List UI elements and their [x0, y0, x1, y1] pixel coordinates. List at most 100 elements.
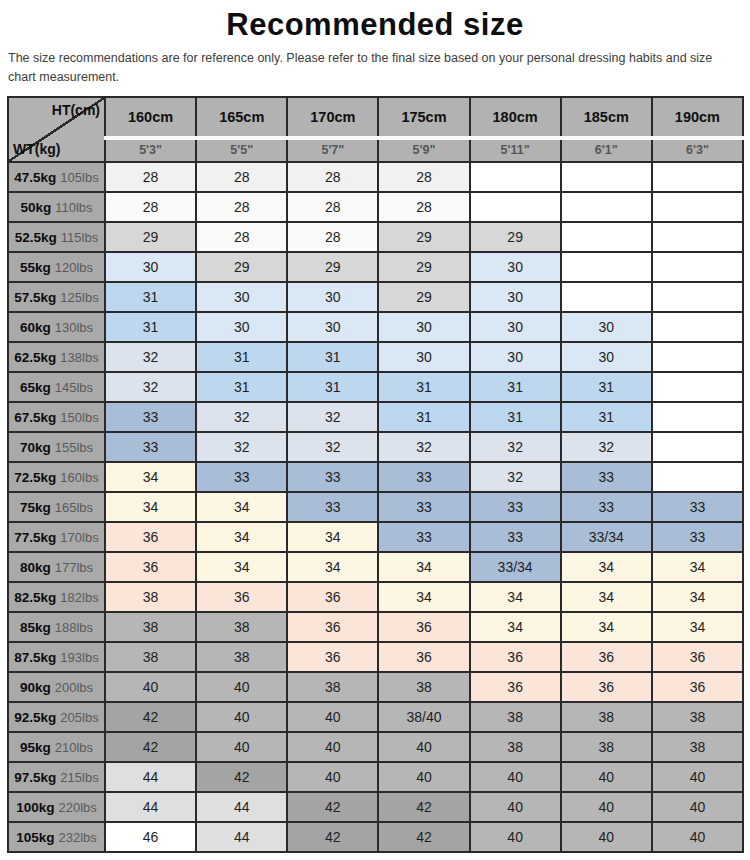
weight-row-header: 75kg 165lbs: [8, 492, 105, 522]
size-cell: 30: [196, 282, 287, 312]
height-header-cm: 165cm: [196, 97, 287, 138]
weight-row-header: 55kg120lbs: [8, 252, 105, 282]
weight-row-header: 50kg110lbs: [8, 192, 105, 222]
table-row: 47.5kg105lbs28282828: [8, 162, 743, 192]
weight-row-header: 85kg188lbs: [8, 612, 105, 642]
weight-lbs-label: 165lbs: [55, 500, 93, 515]
size-cell: 32: [561, 432, 652, 462]
size-cell: 40: [287, 762, 378, 792]
weight-lbs-label: 188lbs: [55, 620, 93, 635]
size-cell: [470, 192, 561, 222]
size-cell: 34: [561, 612, 652, 642]
size-cell: 34: [196, 552, 287, 582]
size-cell: 34: [196, 522, 287, 552]
size-cell: 38: [105, 582, 196, 612]
size-cell: 30: [196, 312, 287, 342]
size-cell: [561, 252, 652, 282]
weight-row-header: 77.5kg170lbs: [8, 522, 105, 552]
size-cell: 33: [652, 522, 743, 552]
size-cell: 38: [378, 672, 469, 702]
weight-row-header: 95kg210lbs: [8, 732, 105, 762]
size-cell: 34: [561, 582, 652, 612]
weight-lbs-label: 105lbs: [60, 170, 98, 185]
size-cell: 31: [378, 372, 469, 402]
size-cell: 31: [378, 402, 469, 432]
size-cell: 42: [378, 822, 469, 852]
size-cell: 34: [378, 582, 469, 612]
size-cell: 40: [378, 762, 469, 792]
size-cell: 36: [378, 612, 469, 642]
table-row: 75kg165lbs34343333333333: [8, 492, 743, 522]
size-cell: 29: [378, 282, 469, 312]
size-cell: 32: [470, 462, 561, 492]
weight-row-header: 90kg200lbs: [8, 672, 105, 702]
size-cell: 33: [378, 462, 469, 492]
weight-kg-label: 75kg: [20, 500, 51, 515]
size-cell: 32: [105, 342, 196, 372]
size-cell: [652, 252, 743, 282]
size-cell: 29: [378, 222, 469, 252]
size-cell: 33: [196, 462, 287, 492]
weight-row-header: 57.5kg125lbs: [8, 282, 105, 312]
size-cell: [652, 402, 743, 432]
size-cell: 40: [652, 792, 743, 822]
size-cell: 30: [561, 312, 652, 342]
weight-row-header: 105kg232lbs: [8, 822, 105, 852]
size-cell: 40: [378, 732, 469, 762]
size-cell: 30: [561, 342, 652, 372]
weight-kg-label: 92.5kg: [14, 710, 56, 725]
size-cell: 36: [378, 642, 469, 672]
table-row: 87.5kg193lbs38383636363636: [8, 642, 743, 672]
size-cell: 34: [196, 492, 287, 522]
size-cell: 28: [105, 192, 196, 222]
weight-lbs-label: 115lbs: [61, 230, 98, 245]
size-cell: 33: [287, 492, 378, 522]
size-cell: 31: [196, 372, 287, 402]
weight-lbs-label: 215lbs: [60, 770, 98, 785]
size-cell: 34: [470, 612, 561, 642]
height-header-cm: 180cm: [470, 97, 561, 138]
size-cell: 42: [287, 792, 378, 822]
size-cell: 31: [196, 342, 287, 372]
weight-kg-label: 95kg: [20, 740, 51, 755]
weight-row-header: 70kg155lbs: [8, 432, 105, 462]
size-cell: [561, 162, 652, 192]
weight-kg-label: 50kg: [20, 200, 51, 215]
size-cell: 34: [561, 552, 652, 582]
size-cell: 33: [105, 432, 196, 462]
size-cell: 30: [470, 252, 561, 282]
weight-kg-label: 77.5kg: [14, 530, 56, 545]
size-cell: 29: [378, 252, 469, 282]
size-cell: 34: [378, 552, 469, 582]
size-table: HT(cm)WT(kg)160cm165cm170cm175cm180cm185…: [7, 96, 744, 853]
size-cell: 38: [652, 732, 743, 762]
size-cell: 44: [105, 792, 196, 822]
weight-kg-label: 55kg: [20, 260, 51, 275]
weight-lbs-label: 232lbs: [58, 830, 96, 845]
weight-row-header: 100kg220lbs: [8, 792, 105, 822]
size-cell: 40: [196, 672, 287, 702]
table-row: 57.5kg125lbs3130302930: [8, 282, 743, 312]
table-row: 50kg110lbs28282828: [8, 192, 743, 222]
weight-lbs-label: 125lbs: [60, 290, 98, 305]
table-body: 47.5kg105lbs2828282850kg110lbs2828282852…: [8, 162, 743, 852]
size-cell: 46: [105, 822, 196, 852]
size-cell: 34: [652, 582, 743, 612]
size-cell: 40: [652, 762, 743, 792]
size-cell: 33: [652, 492, 743, 522]
size-cell: [652, 432, 743, 462]
height-header-cm: 190cm: [652, 97, 743, 138]
size-cell: 30: [105, 252, 196, 282]
table-row: 82.5kg182lbs38363634343434: [8, 582, 743, 612]
size-cell: 30: [287, 312, 378, 342]
size-cell: 32: [287, 432, 378, 462]
weight-row-header: 72.5kg160lbs: [8, 462, 105, 492]
size-cell: 40: [561, 792, 652, 822]
size-cell: 38: [652, 702, 743, 732]
size-cell: 44: [196, 822, 287, 852]
size-cell: [652, 192, 743, 222]
size-cell: 33: [470, 522, 561, 552]
size-cell: 29: [470, 222, 561, 252]
weight-kg-label: 82.5kg: [14, 590, 56, 605]
table-row: 90kg200lbs40403838363636: [8, 672, 743, 702]
